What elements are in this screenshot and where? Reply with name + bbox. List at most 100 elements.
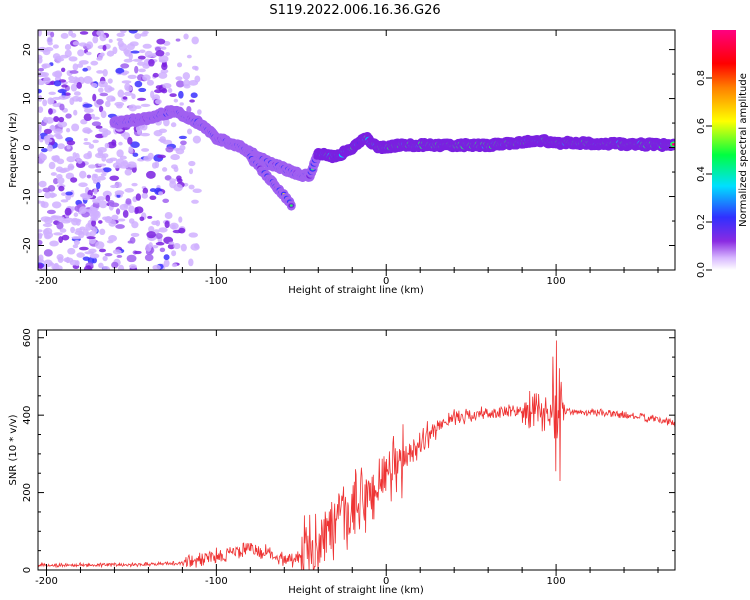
heatmap-cell	[128, 52, 133, 61]
heatmap-cell	[141, 192, 148, 199]
heatmap-cell	[114, 101, 125, 107]
y-tick-label: -20	[22, 237, 33, 253]
heatmap-cell	[82, 67, 88, 72]
heatmap-cell	[83, 265, 93, 270]
heatmap-cell	[76, 82, 82, 89]
heatmap-cell	[138, 87, 147, 93]
heatmap-cell	[192, 188, 202, 193]
heatmap-cell	[163, 118, 170, 127]
heatmap-cell	[102, 68, 108, 77]
heatmap-cell	[57, 256, 64, 263]
heatmap-cell	[148, 59, 155, 67]
heatmap-cell	[90, 60, 99, 66]
heatmap-cell	[146, 170, 156, 179]
heatmap-cell	[131, 182, 138, 187]
heatmap-cell	[125, 198, 132, 205]
heatmap-cell	[178, 135, 187, 140]
heatmap-cell	[88, 164, 97, 169]
heatmap-cell	[132, 58, 143, 62]
heatmap-cell	[38, 134, 42, 141]
heatmap-cell	[102, 153, 109, 158]
heatmap-cell	[78, 231, 85, 239]
heatmap-cell	[59, 103, 65, 111]
heatmap-cell	[188, 184, 195, 190]
heatmap-cell	[65, 113, 72, 119]
heatmap-cell	[64, 49, 72, 58]
heatmap-cell	[117, 218, 126, 222]
heatmap-cell	[83, 138, 88, 142]
heatmap-cell	[49, 240, 59, 247]
heatmap-cell	[70, 177, 78, 183]
heatmap-cell	[197, 109, 202, 115]
heatmap-cell	[92, 93, 97, 102]
heatmap-cell	[122, 209, 129, 218]
heatmap-cell	[130, 141, 140, 149]
heatmap-cell	[109, 175, 120, 181]
heatmap-cell	[134, 206, 144, 214]
heatmap-cell	[82, 103, 93, 108]
heatmap-cell	[178, 90, 184, 99]
heatmap-cell	[102, 190, 112, 198]
heatmap-cell	[38, 188, 43, 194]
heatmap-cell	[102, 130, 109, 138]
heatmap-cell	[64, 207, 72, 216]
heatmap-cell	[72, 244, 79, 249]
heatmap-cell	[102, 265, 111, 270]
heatmap-cell	[86, 236, 96, 240]
heatmap-cell	[64, 44, 72, 51]
heatmap-cell	[61, 67, 66, 73]
heatmap-cell	[66, 156, 76, 163]
heatmap-cell	[149, 195, 157, 201]
heatmap-cell	[152, 264, 161, 270]
heatmap-cell	[99, 200, 108, 209]
spectrogram-y-axis-label: Frequency (Hz)	[8, 112, 19, 188]
heatmap-cell	[60, 32, 69, 39]
heatmap-cell	[98, 248, 106, 253]
heatmap-cell	[73, 212, 79, 217]
heatmap-cell	[169, 180, 177, 189]
heatmap-cell	[191, 65, 198, 70]
heatmap-cell	[155, 85, 163, 90]
heatmap-cell	[67, 247, 76, 255]
heatmap-cell	[178, 227, 186, 234]
heatmap-cell	[138, 68, 146, 73]
heatmap-cell	[78, 60, 89, 65]
heatmap-cell	[95, 241, 105, 249]
heatmap-cell	[91, 173, 97, 182]
heatmap-cell	[128, 264, 137, 269]
heatmap-cell	[180, 140, 187, 146]
heatmap-cell	[175, 38, 181, 42]
heatmap-cell	[43, 128, 52, 134]
heatmap-cell	[42, 116, 48, 123]
heatmap-cell	[104, 142, 110, 149]
heatmap-cell	[70, 226, 76, 234]
heatmap-cell	[65, 193, 72, 201]
heatmap-cell	[164, 175, 172, 181]
heatmap-cell	[144, 50, 153, 58]
heatmap-cell	[47, 144, 53, 152]
heatmap-cell	[38, 232, 44, 237]
heatmap-cell	[91, 208, 98, 215]
heatmap-cell	[192, 135, 201, 144]
heatmap-cell	[111, 139, 117, 146]
heatmap-cell	[38, 263, 43, 269]
heatmap-cell	[38, 106, 44, 113]
heatmap-cell	[123, 58, 133, 63]
heatmap-cell	[289, 204, 293, 207]
heatmap-cell	[78, 42, 88, 47]
heatmap-cell	[65, 191, 73, 196]
heatmap-cell	[141, 148, 150, 152]
heatmap-cell	[161, 46, 167, 50]
heatmap-cell	[162, 198, 170, 203]
heatmap-cell	[83, 113, 93, 122]
heatmap-cell	[51, 201, 62, 209]
heatmap-cell	[179, 144, 186, 151]
heatmap-cell	[128, 146, 133, 152]
heatmap-cell	[99, 33, 107, 42]
heatmap-cell	[73, 91, 81, 96]
heatmap-cell	[38, 127, 42, 135]
heatmap-cell	[76, 252, 85, 258]
heatmap-cell	[85, 51, 92, 56]
heatmap-cell	[140, 103, 151, 108]
